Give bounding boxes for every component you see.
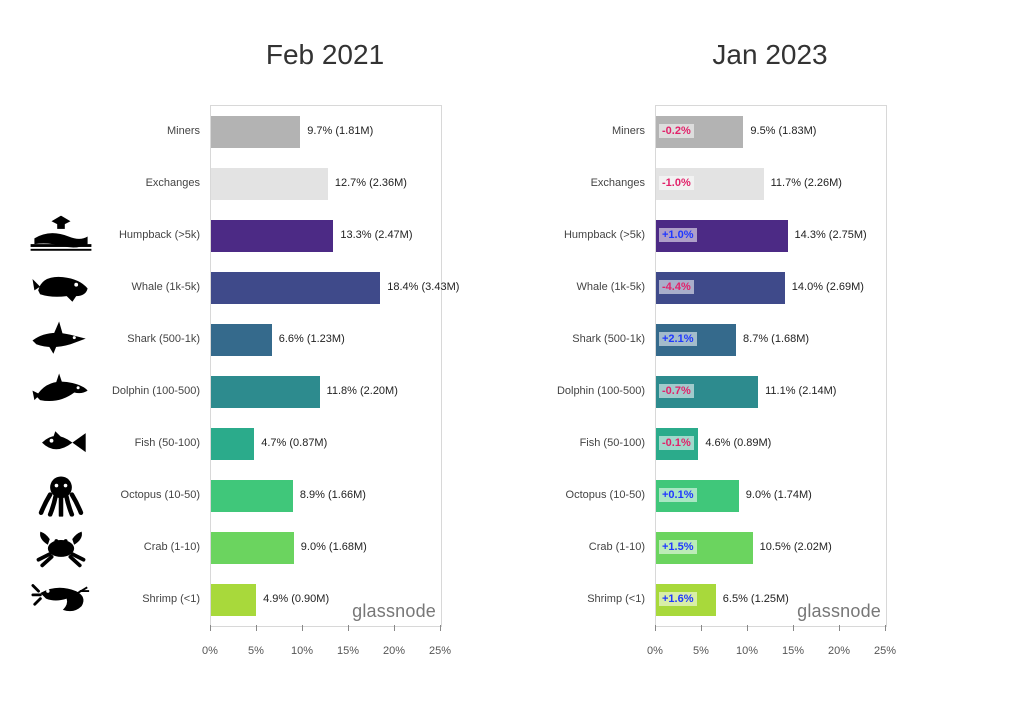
category-label-shrimp: Shrimp (<1)	[142, 593, 200, 605]
value-label-dolphin: 11.8% (2.20M)	[327, 385, 398, 397]
delta-badge-dolphin: -0.7%	[659, 384, 694, 398]
category-label-exchanges: Exchanges	[146, 177, 200, 189]
value-label-octopus: 9.0% (1.74M)	[746, 489, 812, 501]
value-label-shark: 8.7% (1.68M)	[743, 333, 809, 345]
category-label-shrimp: Shrimp (<1)	[587, 593, 645, 605]
delta-badge-crab: +1.5%	[659, 540, 697, 554]
x-tick: 15%	[782, 645, 804, 657]
category-label-whale: Whale (1k-5k)	[577, 281, 645, 293]
category-label-octopus: Octopus (10-50)	[121, 489, 200, 501]
x-tick: 5%	[693, 645, 709, 657]
bar-octopus	[211, 480, 293, 512]
humpback-icon	[20, 212, 102, 259]
delta-badge-shark: +2.1%	[659, 332, 697, 346]
category-label-whale: Whale (1k-5k)	[132, 281, 200, 293]
value-label-octopus: 8.9% (1.66M)	[300, 489, 366, 501]
delta-badge-miners: -0.2%	[659, 124, 694, 138]
x-tick-mark	[793, 625, 794, 631]
category-label-fish: Fish (50-100)	[580, 437, 645, 449]
bar-miners	[211, 116, 300, 148]
value-label-exchanges: 12.7% (2.36M)	[335, 177, 407, 189]
x-tick-mark	[839, 625, 840, 631]
x-tick: 25%	[429, 645, 451, 657]
x-tick-mark	[885, 625, 886, 631]
x-tick-mark	[394, 625, 395, 631]
value-label-crab: 10.5% (2.02M)	[760, 541, 832, 553]
value-label-dolphin: 11.1% (2.14M)	[765, 385, 836, 397]
bar-shrimp	[211, 584, 256, 616]
x-tick: 20%	[383, 645, 405, 657]
x-tick-mark	[256, 625, 257, 631]
delta-badge-octopus: +0.1%	[659, 488, 697, 502]
category-label-miners: Miners	[612, 125, 645, 137]
delta-badge-exchanges: -1.0%	[659, 176, 694, 190]
x-tick: 10%	[291, 645, 313, 657]
watermark: glassnode	[797, 601, 881, 622]
x-tick-mark	[701, 625, 702, 631]
category-label-exchanges: Exchanges	[591, 177, 645, 189]
x-tick: 0%	[202, 645, 218, 657]
value-label-fish: 4.6% (0.89M)	[705, 437, 771, 449]
x-tick-mark	[348, 625, 349, 631]
delta-badge-fish: -0.1%	[659, 436, 694, 450]
value-label-shark: 6.6% (1.23M)	[279, 333, 345, 345]
delta-badge-humpback: +1.0%	[659, 228, 697, 242]
bar-dolphin	[211, 376, 320, 408]
category-label-dolphin: Dolphin (100-500)	[557, 385, 645, 397]
value-label-miners: 9.7% (1.81M)	[307, 125, 373, 137]
value-label-humpback: 14.3% (2.75M)	[795, 229, 867, 241]
bar-shark	[211, 324, 272, 356]
watermark: glassnode	[352, 601, 436, 622]
bar-exchanges	[211, 168, 328, 200]
value-label-miners: 9.5% (1.83M)	[750, 125, 816, 137]
whale-icon	[20, 264, 102, 311]
value-label-humpback: 13.3% (2.47M)	[340, 229, 412, 241]
value-label-fish: 4.7% (0.87M)	[261, 437, 327, 449]
category-label-humpback: Humpback (>5k)	[564, 229, 645, 241]
category-label-crab: Crab (1-10)	[144, 541, 200, 553]
crab-icon	[20, 524, 102, 571]
panel-title-right: Jan 2023	[712, 39, 827, 71]
category-label-miners: Miners	[167, 125, 200, 137]
value-label-whale: 18.4% (3.43M)	[387, 281, 459, 293]
x-tick-mark	[655, 625, 656, 631]
delta-badge-shrimp: +1.6%	[659, 592, 697, 606]
x-tick: 10%	[736, 645, 758, 657]
category-label-humpback: Humpback (>5k)	[119, 229, 200, 241]
x-tick-mark	[210, 625, 211, 631]
octopus-icon	[20, 472, 102, 519]
value-label-shrimp: 4.9% (0.90M)	[263, 593, 329, 605]
value-label-exchanges: 11.7% (2.26M)	[771, 177, 842, 189]
shark-icon	[20, 316, 102, 363]
x-tick: 15%	[337, 645, 359, 657]
chart-stage: Feb 2021 Jan 2023 Miners 9.7% (1.81M) Exch…	[0, 0, 1017, 718]
delta-badge-whale: -4.4%	[659, 280, 694, 294]
category-label-shark: Shark (500-1k)	[127, 333, 200, 345]
x-tick-mark	[747, 625, 748, 631]
x-tick-mark	[440, 625, 441, 631]
dolphin-icon	[20, 368, 102, 415]
x-tick: 5%	[248, 645, 264, 657]
category-label-octopus: Octopus (10-50)	[566, 489, 645, 501]
x-tick: 0%	[647, 645, 663, 657]
fish-icon	[20, 420, 102, 467]
category-label-fish: Fish (50-100)	[135, 437, 200, 449]
category-icons-column	[20, 105, 102, 625]
value-label-shrimp: 6.5% (1.25M)	[723, 593, 789, 605]
bar-crab	[211, 532, 294, 564]
panel-title-left: Feb 2021	[266, 39, 384, 71]
bar-fish	[211, 428, 254, 460]
category-label-crab: Crab (1-10)	[589, 541, 645, 553]
value-label-whale: 14.0% (2.69M)	[792, 281, 864, 293]
bar-humpback	[211, 220, 333, 252]
bar-whale	[211, 272, 380, 304]
category-label-shark: Shark (500-1k)	[572, 333, 645, 345]
x-tick: 20%	[828, 645, 850, 657]
x-tick-mark	[302, 625, 303, 631]
x-tick: 25%	[874, 645, 896, 657]
value-label-crab: 9.0% (1.68M)	[301, 541, 367, 553]
category-label-dolphin: Dolphin (100-500)	[112, 385, 200, 397]
shrimp-icon	[20, 576, 102, 623]
